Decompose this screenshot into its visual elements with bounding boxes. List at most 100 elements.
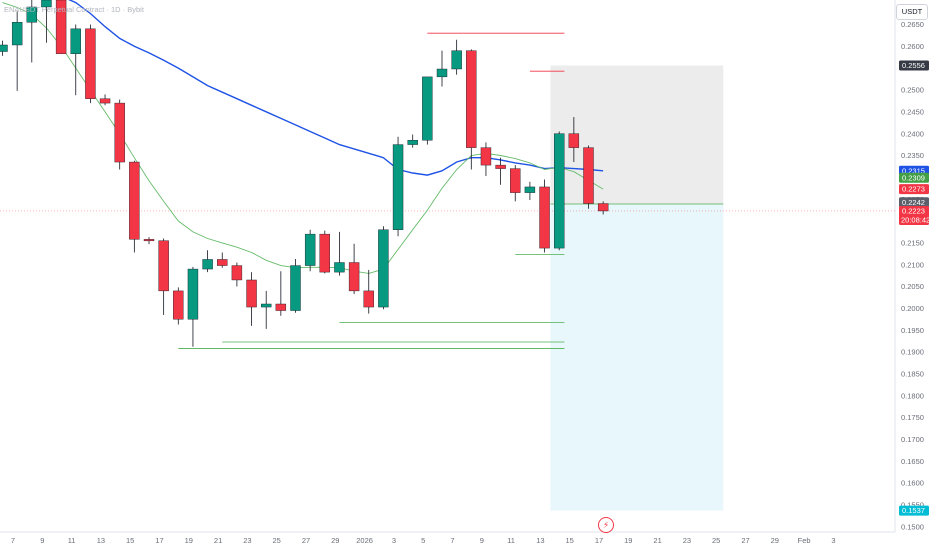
candle <box>539 179 550 253</box>
moving-averages <box>2 0 604 274</box>
candle <box>495 157 506 185</box>
candle <box>114 99 125 170</box>
price-tick-label: 0.2650 <box>901 20 924 29</box>
time-tick-label: 15 <box>566 536 574 545</box>
candle <box>378 226 389 310</box>
candle <box>436 50 448 87</box>
time-tick-label: 17 <box>155 536 163 545</box>
price-tick-label: 0.2000 <box>901 304 924 313</box>
price-tick-label: 0.1900 <box>901 348 924 357</box>
price-tag: 0.2556 <box>899 60 929 71</box>
time-tick-label: 19 <box>624 536 632 545</box>
candle <box>217 252 228 268</box>
time-tick-label: 3 <box>392 536 396 545</box>
time-tick-label: 11 <box>68 536 76 545</box>
time-tick-label: Feb <box>798 536 811 545</box>
candle <box>261 290 272 329</box>
price-axis[interactable]: 0.26500.26000.25500.25000.24500.24000.23… <box>901 20 924 531</box>
candle <box>0 40 8 56</box>
candle <box>568 117 580 163</box>
candlestick-series <box>0 0 609 347</box>
candle <box>363 269 374 314</box>
stop-loss-zone[interactable] <box>550 65 724 204</box>
ema-fast-line <box>2 2 604 274</box>
price-tick-label: 0.2100 <box>901 260 924 269</box>
candle <box>597 201 609 215</box>
symbol-title: ENAUSDT Perpetual Contract · 1D · Bybit <box>4 5 144 14</box>
candle <box>246 272 257 326</box>
candle <box>41 0 52 43</box>
candle <box>480 142 492 177</box>
candle <box>187 266 199 347</box>
price-tick-label: 0.1500 <box>901 522 924 531</box>
svg-text:20:08:42: 20:08:42 <box>901 215 930 224</box>
candle <box>55 0 67 54</box>
candle <box>26 0 37 63</box>
candle <box>99 94 111 106</box>
time-tick-label: 5 <box>421 536 425 545</box>
candle <box>348 243 360 294</box>
candle <box>173 287 184 325</box>
svg-text:0.2273: 0.2273 <box>902 185 925 194</box>
time-tick-label: 19 <box>185 536 193 545</box>
price-tick-label: 0.1950 <box>901 326 924 335</box>
price-tick-label: 0.1750 <box>901 413 924 422</box>
candle <box>231 262 243 287</box>
svg-text:0.2315: 0.2315 <box>902 166 925 175</box>
time-tick-label: 25 <box>273 536 281 545</box>
time-tick-label: 15 <box>126 536 134 545</box>
candle <box>70 24 81 96</box>
candle <box>583 145 594 209</box>
time-axis[interactable]: 7 9 11 13 15 17 19 21 23 25 27 29 2026 3 5 7 9 11 13 15 17 19… <box>11 536 836 545</box>
candle <box>554 131 565 251</box>
svg-text:0.2309: 0.2309 <box>902 173 925 182</box>
candle <box>304 229 316 272</box>
ema-slow-line <box>68 0 604 176</box>
price-tag: 0.2242 <box>899 197 929 208</box>
candle <box>290 259 301 313</box>
take-profit-zone[interactable] <box>550 203 724 511</box>
horizontal-levels[interactable] <box>178 32 565 349</box>
price-tick-label: 0.1650 <box>901 457 924 466</box>
candle <box>11 11 23 91</box>
price-tick-label: 0.2400 <box>901 129 924 138</box>
price-tag: 0.1537 <box>899 505 929 516</box>
svg-text:0.2556: 0.2556 <box>902 61 925 70</box>
svg-text:0.2223: 0.2223 <box>902 207 925 216</box>
price-tick-label: 0.1850 <box>901 369 924 378</box>
time-tick-label: 29 <box>771 536 779 545</box>
price-tick-label: 0.1550 <box>901 501 924 510</box>
candle <box>524 181 536 201</box>
time-tick-label: 29 <box>331 536 339 545</box>
time-tick-label: 13 <box>536 536 544 545</box>
currency-selector[interactable]: USDT <box>896 4 928 20</box>
price-tick-label: 0.2500 <box>901 86 924 95</box>
svg-text:0.1537: 0.1537 <box>902 506 925 515</box>
candle <box>334 231 345 276</box>
price-tag: 0.2273 <box>899 184 929 195</box>
time-tick-label: 11 <box>507 536 515 545</box>
price-tick-label: 0.1600 <box>901 479 924 488</box>
time-tick-label: 7 <box>11 536 15 545</box>
price-tick-label: 0.1800 <box>901 391 924 400</box>
time-tick-label: 25 <box>712 536 720 545</box>
candle <box>510 165 521 202</box>
candle <box>392 136 404 237</box>
time-tick-label: 7 <box>450 536 454 545</box>
candle <box>319 230 330 274</box>
price-tick-label: 0.1700 <box>901 435 924 444</box>
price-tick-label: 0.2450 <box>901 107 924 116</box>
price-tick-label: 0.2350 <box>901 151 924 160</box>
candle <box>158 238 169 315</box>
time-tick-label: 13 <box>97 536 105 545</box>
position-zones[interactable] <box>550 65 724 511</box>
price-tick-label: 0.2150 <box>901 238 924 247</box>
time-tick-label: 27 <box>302 536 310 545</box>
time-tick-label: 27 <box>741 536 749 545</box>
time-tick-label: 17 <box>595 536 603 545</box>
candle <box>85 24 96 104</box>
lightning-icon[interactable]: ⚡ <box>598 517 614 533</box>
time-tick-label: 21 <box>214 536 222 545</box>
